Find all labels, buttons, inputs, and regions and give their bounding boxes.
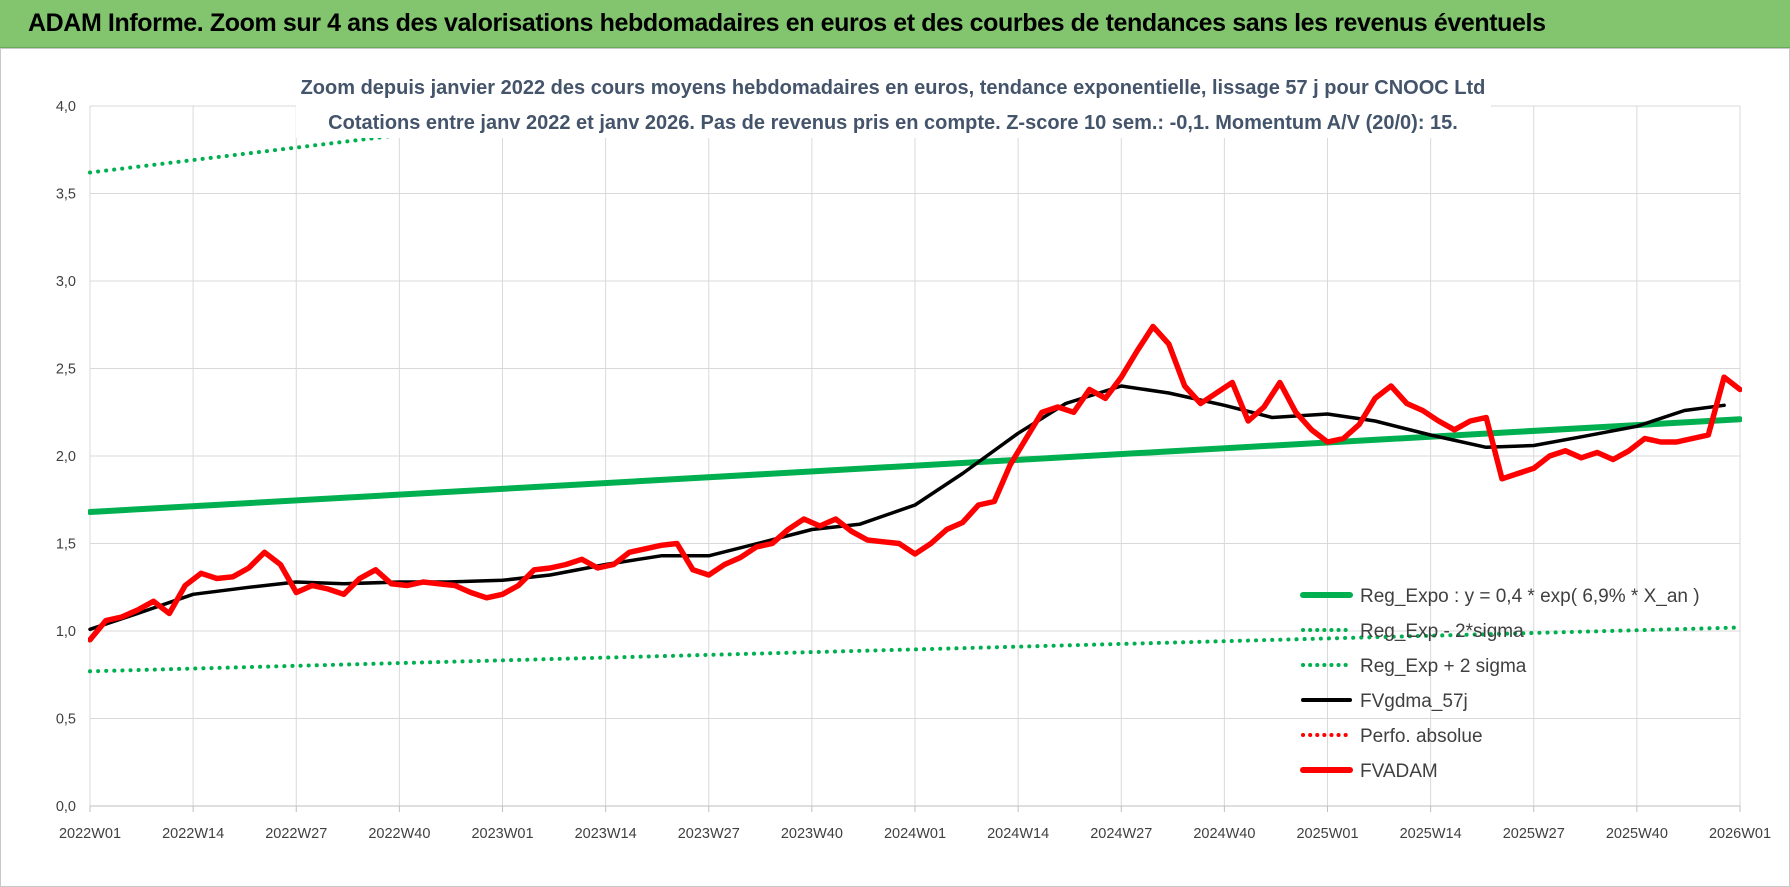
series-line-fvgdma-57j [88, 384, 1726, 632]
x-tick-label: 2023W27 [678, 826, 740, 842]
x-tick-label: 2025W14 [1400, 826, 1462, 842]
x-tick-label: 2025W27 [1503, 826, 1565, 842]
x-tick-label: 2024W01 [884, 826, 946, 842]
y-tick-label: 1,0 [56, 624, 76, 640]
legend-label: FVADAM [1360, 761, 1438, 782]
chart-subtitle: Cotations entre janv 2022 et janv 2026. … [328, 112, 1458, 134]
legend-label: Reg_Expo : y = 0,4 * exp( 6,9% * X_an ) [1360, 586, 1700, 607]
chart-ticks: 0,0 0,5 1,0 1,5 2,0 2,5 3,0 3,5 4,0 2022W01 2022W1… [56, 99, 1771, 842]
x-tick-label: 2022W14 [162, 826, 224, 842]
chart-grid [89, 105, 1741, 812]
x-tick-label: 2024W27 [1090, 826, 1152, 842]
x-tick-label: 2022W40 [368, 826, 430, 842]
y-tick-label: 2,5 [56, 362, 76, 378]
legend-box [1295, 575, 1715, 791]
legend-label: Reg_Exp + 2 sigma [1360, 656, 1527, 677]
x-tick-label: 2026W01 [1709, 826, 1771, 842]
x-tick-label: 2022W27 [265, 826, 327, 842]
report-title: ADAM Informe. Zoom sur 4 ans des valoris… [28, 9, 1546, 37]
x-tick-label: 2023W14 [575, 826, 637, 842]
chart-series [88, 68, 1742, 674]
x-tick-label: 2024W40 [1193, 826, 1255, 842]
chart-title: Zoom depuis janvier 2022 des cours moyen… [301, 77, 1486, 99]
series-line-fvadam [88, 323, 1742, 643]
y-tick-label: 4,0 [56, 99, 76, 115]
x-tick-label: 2022W01 [59, 826, 121, 842]
y-tick-label: 1,5 [56, 537, 76, 553]
series-line-reg-exp-2-sigma [88, 625, 1742, 674]
x-tick-label: 2023W01 [471, 826, 533, 842]
series-line-reg-exp-2-sigma [88, 106, 657, 175]
y-tick-label: 3,0 [56, 274, 76, 290]
report-header: ADAM Informe. Zoom sur 4 ans des valoris… [0, 0, 1790, 48]
y-tick-label: 0,5 [56, 712, 76, 728]
title-background [296, 68, 1491, 138]
x-tick-label: 2025W01 [1296, 826, 1358, 842]
x-tick-label: 2023W40 [781, 826, 843, 842]
series-line-reg-expo-y-0-4-exp-6-9-x-an [88, 416, 1742, 515]
y-tick-label: 2,0 [56, 449, 76, 465]
chart-legend: Reg_Expo : y = 0,4 * exp( 6,9% * X_an ) R… [1295, 575, 1715, 791]
legend-label: Perfo. absolue [1360, 726, 1483, 747]
x-tick-label: 2025W40 [1606, 826, 1668, 842]
x-tick-label: 2024W14 [987, 826, 1049, 842]
legend-label: Reg_Exp - 2*sigma [1360, 621, 1524, 642]
y-tick-label: 3,5 [56, 187, 76, 203]
y-tick-label: 0,0 [56, 799, 76, 815]
legend-label: FVgdma_57j [1360, 691, 1468, 712]
